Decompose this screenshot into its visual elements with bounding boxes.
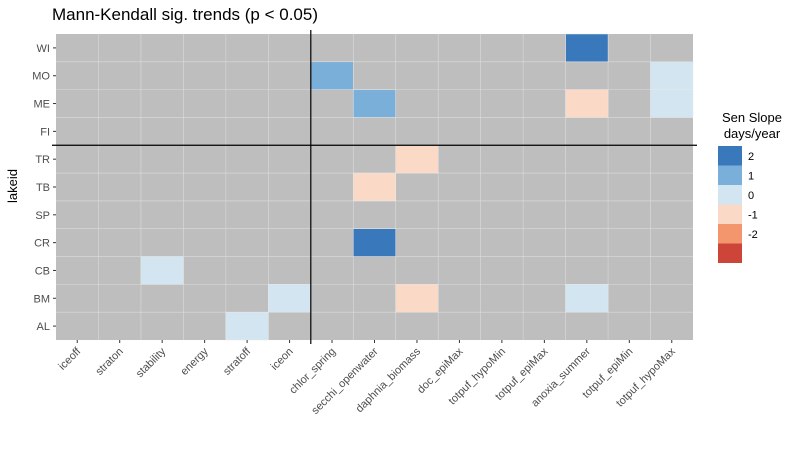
heatmap-cell-CB-stability <box>140 256 184 285</box>
legend-swatch-1 <box>718 165 742 185</box>
heatmap-cell-TB-secchi_openwater <box>353 172 396 202</box>
legend-swatch-3 <box>718 204 742 224</box>
x-tick-label-straton: straton <box>94 346 126 378</box>
legend-swatch-4 <box>718 224 742 244</box>
legend-swatch-5 <box>718 243 742 263</box>
heatmap-cell-AL-stratoff <box>225 311 269 341</box>
heatmap-cell-ME-secchi_openwater <box>353 89 396 118</box>
heatmap-cell-BM-daphnia_biomass <box>395 284 439 313</box>
y-tick-label-FI: FI <box>40 126 50 138</box>
heatmap-cell-TR-daphnia_biomass <box>395 145 439 174</box>
x-tick-label-stratoff: stratoff <box>221 345 254 378</box>
y-tick-label-WI: WI <box>37 43 50 55</box>
x-tick-label-energy: energy <box>178 345 211 378</box>
legend-label-0: 2 <box>748 151 754 163</box>
heatmap-cell-ME-totpuf_hypoMax <box>650 89 694 118</box>
heatmap-cell-ME-anoxia_summer <box>565 89 609 118</box>
legend-swatch-2 <box>718 185 742 205</box>
y-tick-label-BM: BM <box>34 293 51 305</box>
legend-title-line2: days/year <box>724 126 781 141</box>
legend-label-4: -2 <box>748 229 758 241</box>
legend: Sen Slope days/year 2 1 0 -1 -2 <box>718 110 782 263</box>
legend-title-line1: Sen Slope <box>722 110 782 125</box>
y-tick-label-MO: MO <box>32 71 50 83</box>
chart-title: Mann-Kendall sig. trends (p < 0.05) <box>52 5 318 24</box>
y-tick-label-AL: AL <box>37 321 50 333</box>
heatmap-cell-CR-secchi_openwater <box>353 228 396 257</box>
heatmap-cell-MO-totpuf_hypoMax <box>650 61 694 90</box>
legend-label-3: -1 <box>748 209 758 221</box>
y-tick-label-SP: SP <box>35 210 50 222</box>
y-axis-title: lakeid <box>5 169 20 203</box>
y-tick-label-CB: CB <box>35 265 50 277</box>
y-tick-label-ME: ME <box>34 99 51 111</box>
y-tick-label-CR: CR <box>34 238 50 250</box>
legend-label-2: 0 <box>748 190 754 202</box>
x-tick-label-iceoff: iceoff <box>56 345 84 373</box>
y-tick-label-TR: TR <box>35 154 50 166</box>
x-tick-label-stability: stability <box>134 345 169 380</box>
heatmap-cell-WI-anoxia_summer <box>565 33 609 63</box>
heatmap-cell-BM-iceon <box>268 284 312 313</box>
legend-swatch-0 <box>718 146 742 166</box>
heatmap-cell-MO-chlor_spring <box>310 61 354 90</box>
heatmap-cell-BM-anoxia_summer <box>565 284 609 313</box>
y-tick-label-TB: TB <box>36 182 50 194</box>
legend-label-1: 1 <box>748 170 754 182</box>
x-tick-label-iceon: iceon <box>269 346 296 373</box>
